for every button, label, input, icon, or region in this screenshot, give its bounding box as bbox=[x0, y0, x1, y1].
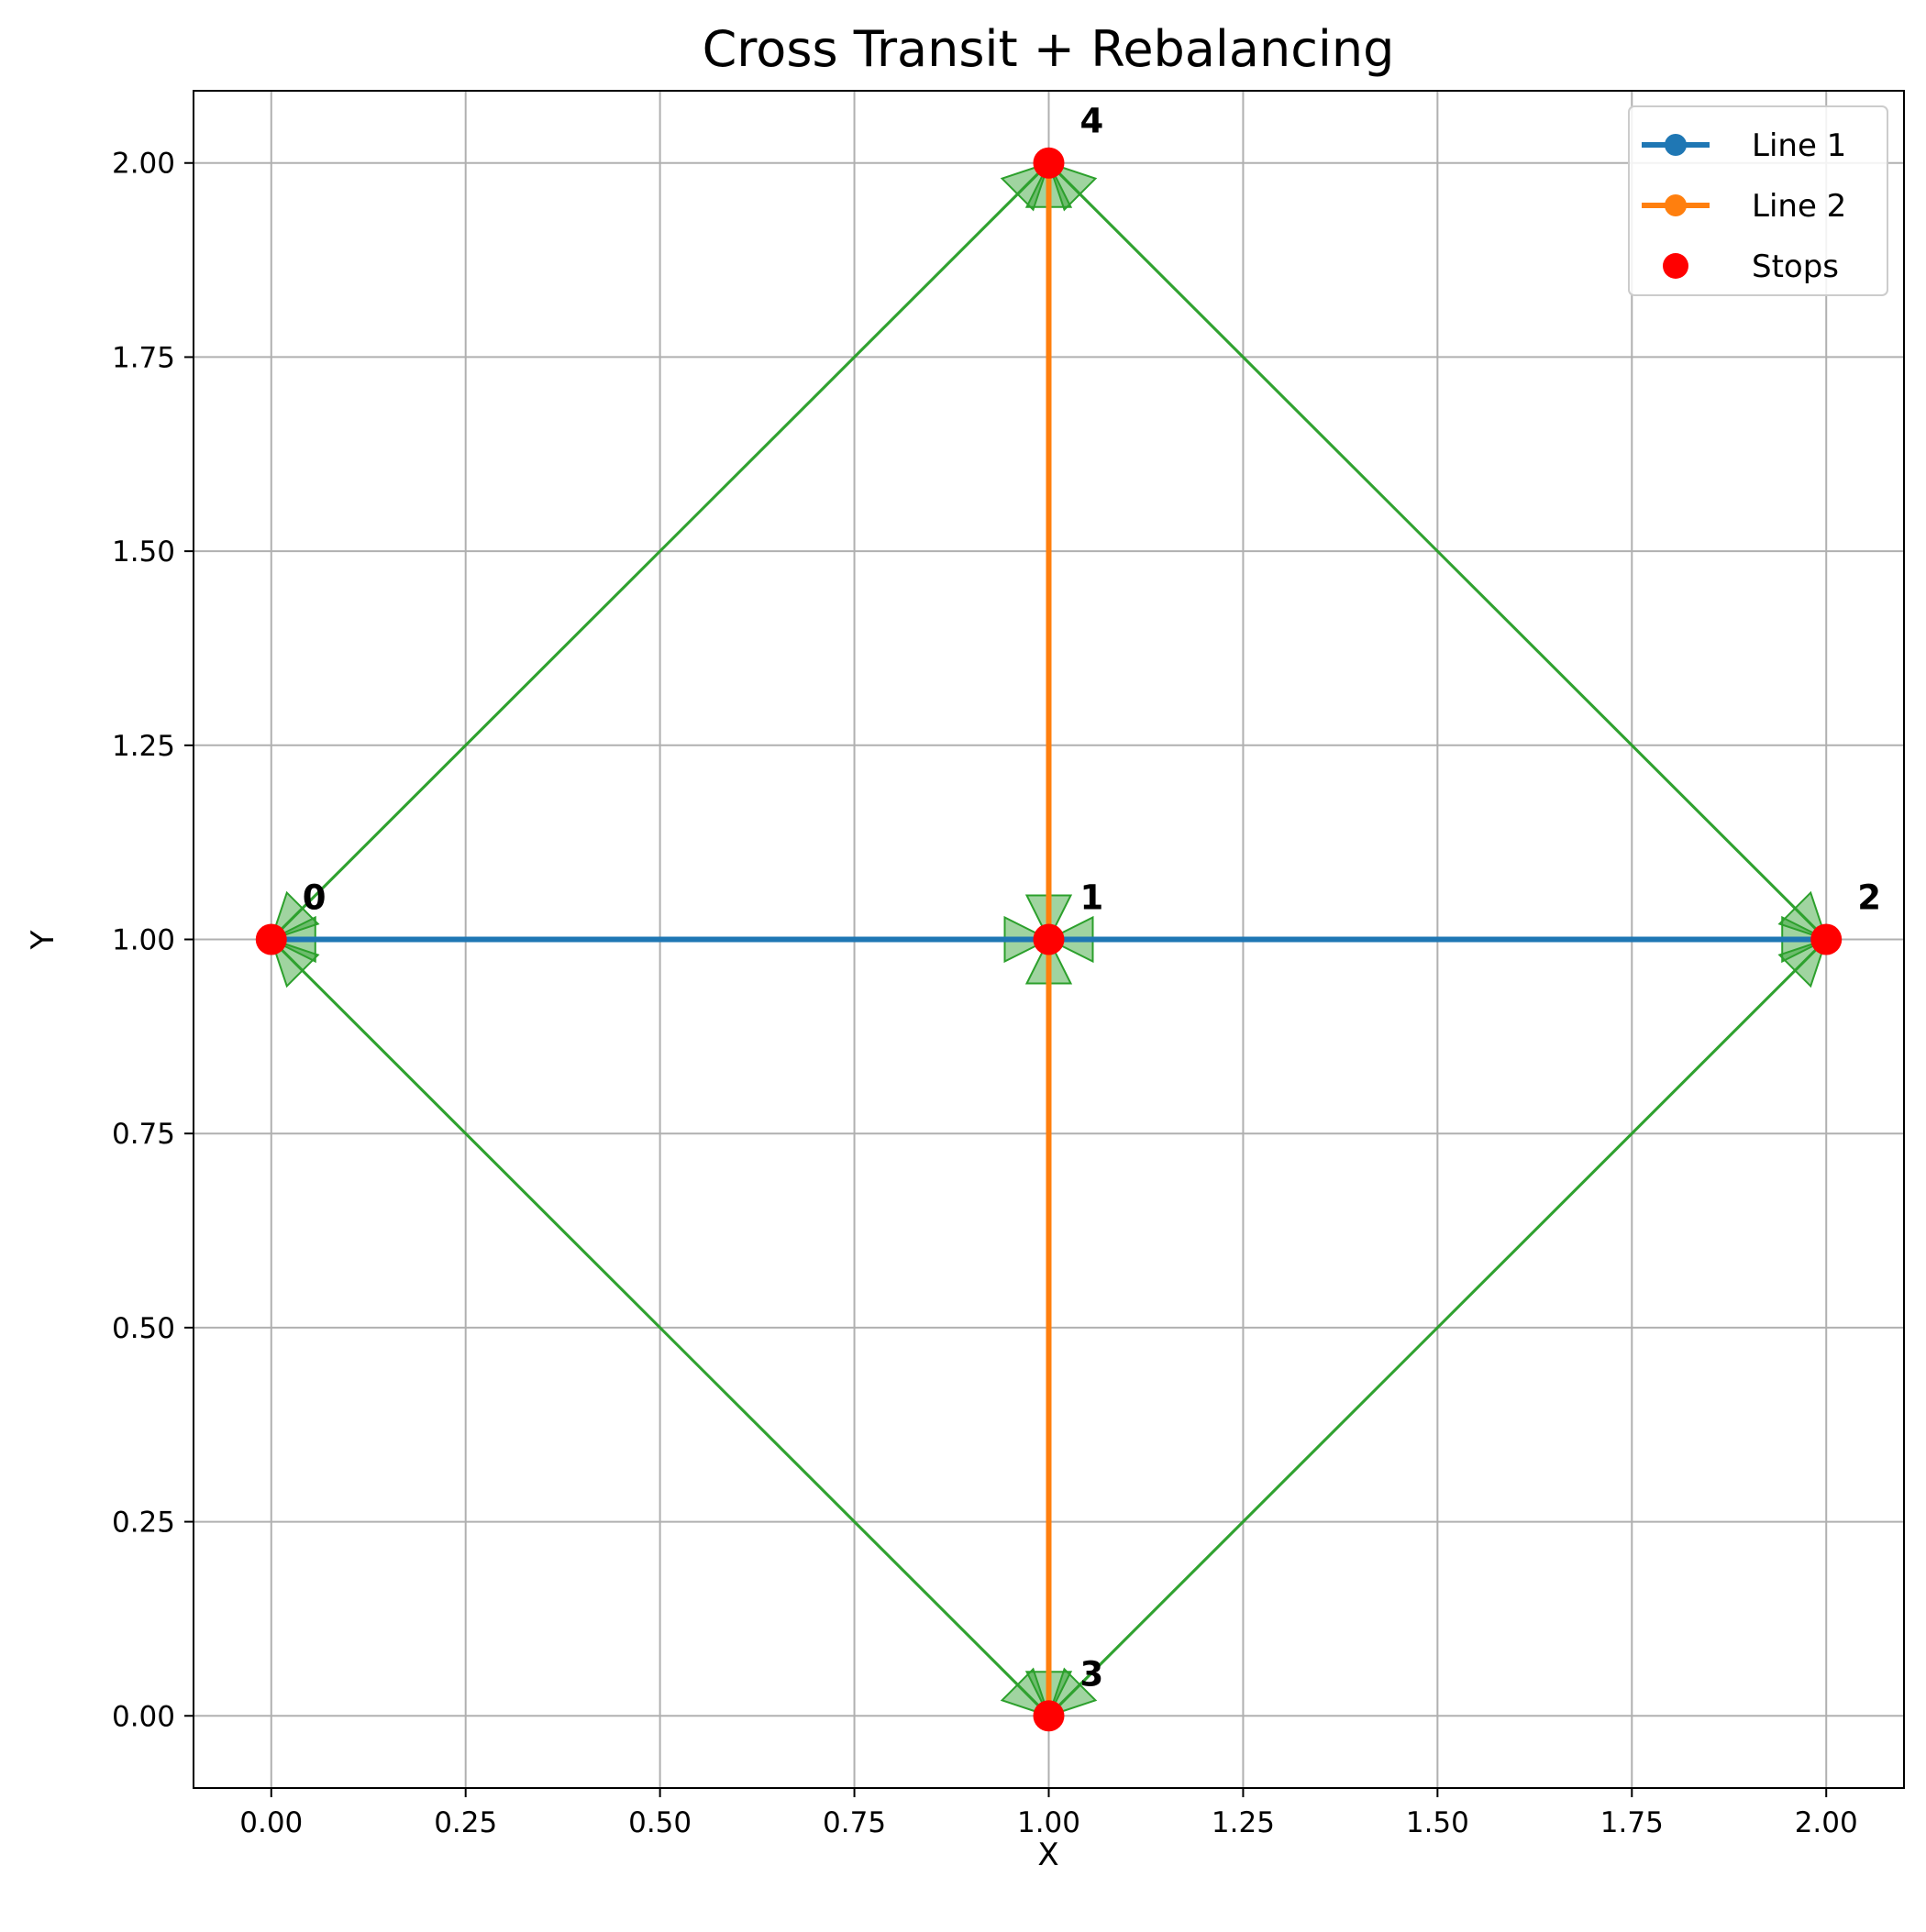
legend-swatch-marker bbox=[1665, 134, 1687, 156]
stop-label: 3 bbox=[1080, 1654, 1104, 1694]
y-axis-label: Y bbox=[25, 930, 61, 950]
x-tick-label: 0.50 bbox=[628, 1806, 692, 1839]
y-tick-label: 1.00 bbox=[112, 924, 175, 957]
rebalancing-edge bbox=[1047, 161, 1828, 941]
y-tick-label: 0.00 bbox=[112, 1700, 175, 1733]
rebalancing-arrowhead bbox=[1000, 1667, 1051, 1717]
legend-label: Stops bbox=[1752, 248, 1839, 285]
stop-label: 1 bbox=[1080, 878, 1104, 918]
x-tick-label: 0.00 bbox=[239, 1806, 303, 1839]
stop-label: 4 bbox=[1080, 102, 1104, 141]
stop-labels: 0 1 2 3 4 bbox=[303, 102, 1881, 1695]
stop-label: 0 bbox=[303, 878, 327, 918]
y-tick-label: 1.25 bbox=[112, 730, 175, 763]
y-tick-label: 0.75 bbox=[112, 1118, 175, 1151]
legend-swatch-marker bbox=[1665, 194, 1687, 216]
legend-swatch-marker bbox=[1663, 253, 1688, 279]
stops bbox=[255, 147, 1843, 1732]
x-tick-label: 1.50 bbox=[1406, 1806, 1469, 1839]
stop-marker bbox=[1033, 923, 1065, 955]
y-axis-ticks: 0.00 0.25 0.50 0.75 1.00 1.25 1.50 1.75 2.00 bbox=[112, 148, 194, 1733]
legend-label: Line 1 bbox=[1752, 127, 1846, 164]
y-tick-label: 1.75 bbox=[112, 341, 175, 374]
x-tick-label: 0.75 bbox=[823, 1806, 886, 1839]
chart-title: Cross Transit + Rebalancing bbox=[703, 20, 1395, 78]
y-tick-label: 1.50 bbox=[112, 535, 175, 569]
x-tick-label: 1.00 bbox=[1017, 1806, 1080, 1839]
rebalancing-edge bbox=[270, 161, 1050, 941]
legend-label: Line 2 bbox=[1752, 188, 1846, 225]
legend: Line 1 Line 2 Stops bbox=[1628, 105, 1888, 296]
stop-marker bbox=[1810, 923, 1843, 955]
rebalancing-arrowhead bbox=[270, 890, 320, 942]
legend-frame bbox=[1628, 105, 1888, 296]
x-axis-ticks: 0.00 0.25 0.50 0.75 1.00 1.25 1.50 1.75 2.00 bbox=[239, 1788, 1858, 1839]
y-tick-label: 2.00 bbox=[112, 148, 175, 181]
x-tick-label: 2.00 bbox=[1795, 1806, 1858, 1839]
x-tick-label: 1.75 bbox=[1600, 1806, 1664, 1839]
stop-marker bbox=[255, 923, 287, 955]
stop-marker bbox=[1033, 1700, 1065, 1732]
stop-marker bbox=[1033, 147, 1065, 179]
rebalancing-edge bbox=[270, 938, 1050, 1717]
x-tick-label: 0.25 bbox=[434, 1806, 497, 1839]
y-tick-label: 0.25 bbox=[112, 1507, 175, 1540]
rebalancing-arrowhead bbox=[1777, 937, 1828, 988]
rebalancing-arrowhead bbox=[1046, 161, 1098, 212]
y-tick-label: 0.50 bbox=[112, 1312, 175, 1345]
rebalancing-edge bbox=[1047, 938, 1828, 1717]
stop-label: 2 bbox=[1857, 878, 1881, 918]
x-axis-label: X bbox=[1037, 1837, 1058, 1873]
x-tick-label: 1.25 bbox=[1212, 1806, 1275, 1839]
